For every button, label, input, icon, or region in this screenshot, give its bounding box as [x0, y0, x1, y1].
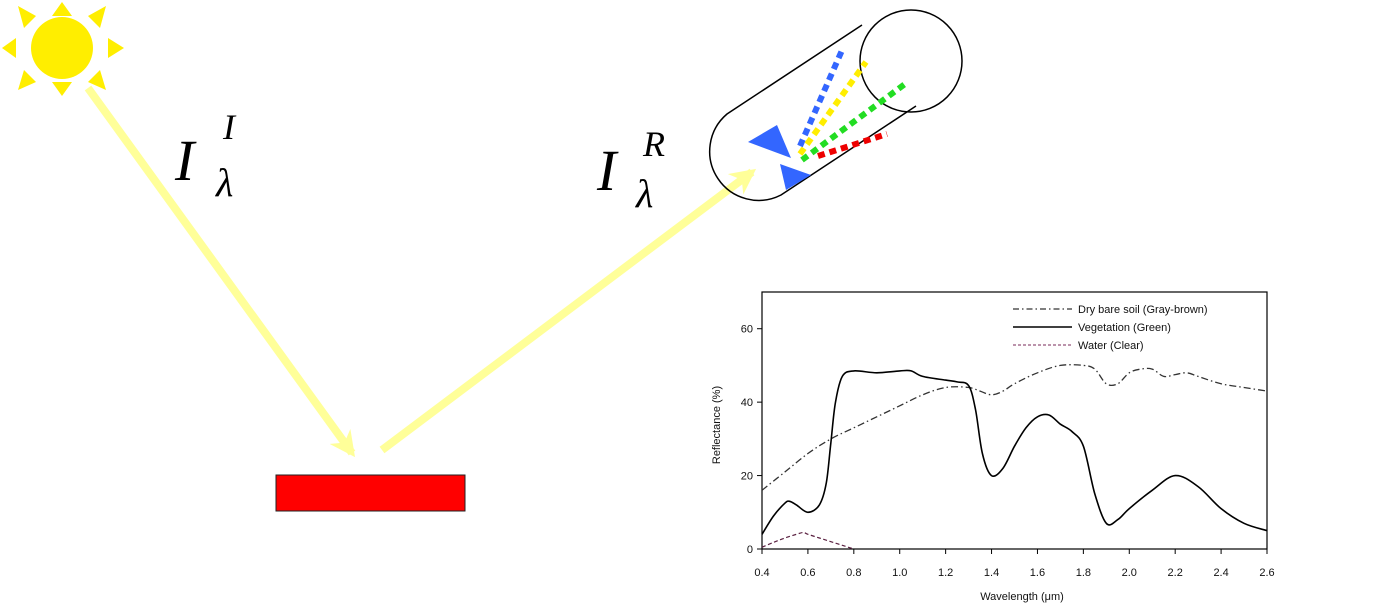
dispersed-spectrum [797, 46, 907, 163]
reflectance-chart: 0 20 40 60 0.4 0.6 0.8 1.0 1.2 1.4 1.6 1.8 2.0 2.2 2.… [711, 291, 1275, 603]
y-tick-label: 60 [741, 324, 753, 336]
x-tick-label: 1.8 [1076, 567, 1091, 579]
blue-ray [797, 46, 846, 148]
incident-ray [84, 85, 356, 458]
target-surface [275, 474, 466, 512]
y-tick-label: 0 [747, 544, 753, 556]
incident-label-sup: I [222, 107, 237, 147]
series-vegetation [761, 369, 1268, 535]
reflected-intensity-label: I R λ [596, 124, 665, 216]
reflected-label-base: I [596, 138, 619, 203]
x-tick-label: 2.4 [1213, 567, 1228, 579]
prism-icon [748, 125, 811, 190]
chart-legend: Dry bare soil (Gray-brown) Vegetation (G… [1013, 304, 1208, 352]
legend-label-water: Water (Clear) [1078, 340, 1144, 352]
series-water [761, 531, 854, 550]
green-ray [800, 81, 907, 163]
reflected-ray [379, 168, 757, 454]
x-tick-label: 0.8 [846, 567, 861, 579]
sun-icon [2, 2, 124, 96]
y-tick-label: 20 [741, 471, 753, 483]
x-tick-label: 2.2 [1168, 567, 1183, 579]
series-dry-bare-soil [761, 364, 1268, 491]
y-tick-label: 40 [741, 397, 753, 409]
x-tick-label: 2.6 [1259, 567, 1274, 579]
x-tick-label: 1.2 [938, 567, 953, 579]
x-tick-label: 2.0 [1122, 567, 1137, 579]
chart-series [761, 364, 1268, 550]
y-axis-title: Reflectance (%) [711, 386, 723, 464]
x-axis-title: Wavelength (μm) [980, 591, 1064, 603]
x-tick-label: 1.4 [984, 567, 999, 579]
legend-label-soil: Dry bare soil (Gray-brown) [1078, 304, 1208, 316]
incident-intensity-label: I I λ [174, 107, 237, 205]
y-axis: 0 20 40 60 [741, 324, 762, 556]
yellow-ray [797, 60, 869, 156]
red-ray [817, 131, 888, 159]
reflected-label-sup: R [642, 124, 665, 164]
chart-frame [761, 291, 1268, 550]
x-tick-label: 0.6 [800, 567, 815, 579]
x-tick-label: 0.4 [754, 567, 769, 579]
reflected-label-sub: λ [635, 171, 653, 216]
legend-label-vegetation: Vegetation (Green) [1078, 322, 1171, 334]
x-tick-label: 1.6 [1030, 567, 1045, 579]
incident-label-base: I [174, 128, 197, 193]
x-tick-label: 1.0 [892, 567, 907, 579]
x-axis: 0.4 0.6 0.8 1.0 1.2 1.4 1.6 1.8 2.0 2.2 2.4 2.6 [754, 549, 1275, 579]
incident-label-sub: λ [215, 160, 233, 205]
sensor-cylinder [709, 9, 963, 202]
